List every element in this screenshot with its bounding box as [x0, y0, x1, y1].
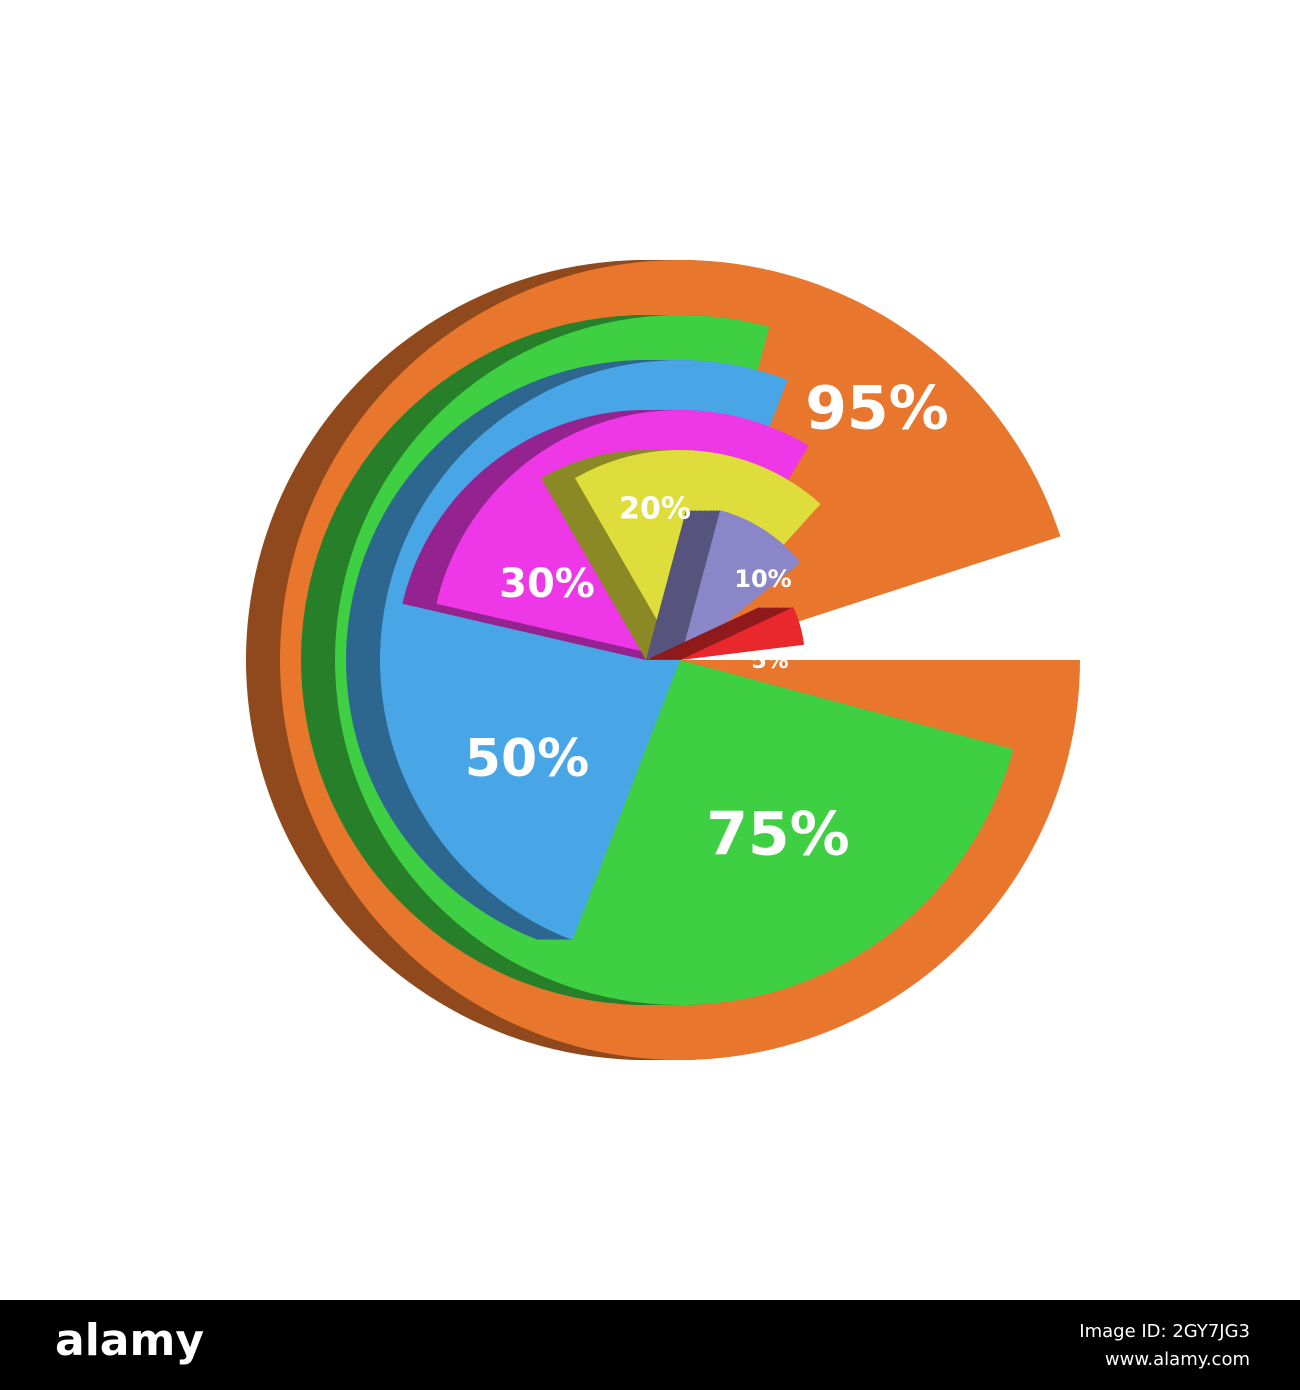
value-label: 95% [805, 374, 949, 444]
value-label: 10% [734, 565, 791, 593]
value-label: 20% [619, 492, 691, 527]
footer-url: www.alamy.com [1105, 1349, 1250, 1370]
value-label: 30% [499, 561, 595, 607]
value-label: 75% [706, 800, 850, 870]
footer-image-id: Image ID: 2GY7JG3 [1079, 1321, 1250, 1342]
value-label: 50% [465, 729, 589, 789]
value-label: 5% [751, 649, 788, 674]
footer-logo: alamy [55, 1315, 204, 1366]
footer-bar [0, 1300, 1300, 1390]
sector [680, 510, 801, 660]
sector [680, 607, 805, 660]
